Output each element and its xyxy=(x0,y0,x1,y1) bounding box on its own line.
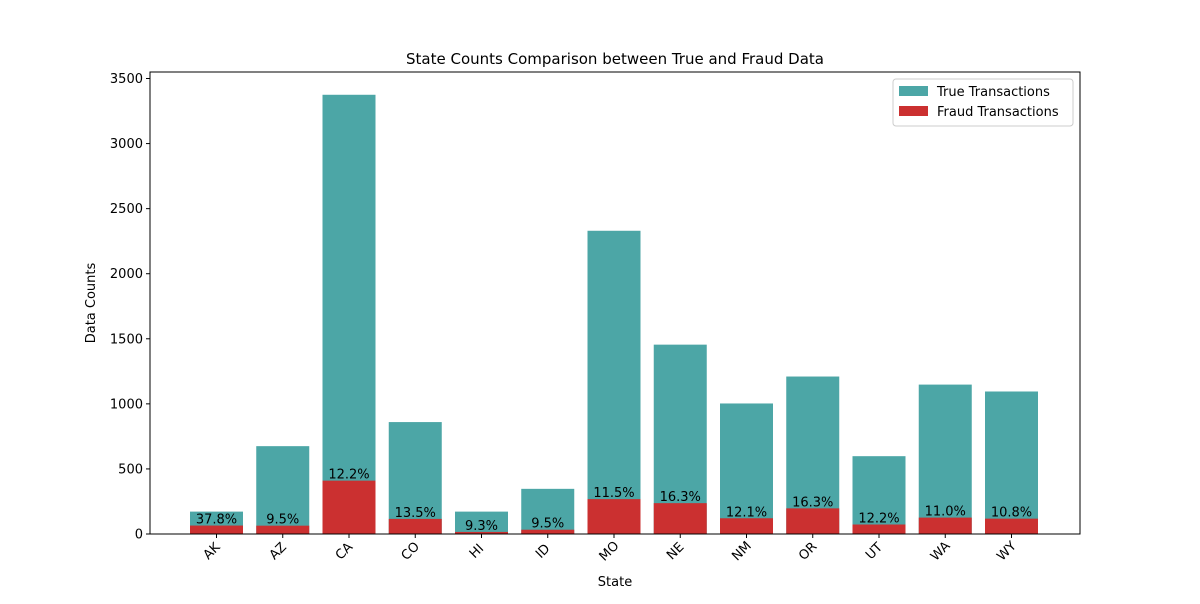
true-bar-az xyxy=(256,446,310,534)
fraud-bar-id xyxy=(521,529,575,534)
true-bar-or xyxy=(786,376,840,534)
fraud-percent-label-wa: 11.0% xyxy=(925,505,966,520)
y-tick-label-0: 0 xyxy=(135,528,143,543)
fraud-percent-label-id: 9.5% xyxy=(531,517,564,532)
true-bar-ne xyxy=(653,344,707,534)
fraud-bar-ut xyxy=(852,524,906,534)
plot-frame xyxy=(149,71,1081,535)
chart-title: State Counts Comparison between True and… xyxy=(406,50,824,68)
bar-labels-group: 37.8% 9.5% 12.2% 13.5% 9.3% 9.5% 11.5% 16.3% 12.… xyxy=(196,468,1032,534)
fraud-percent-label-mo: 11.5% xyxy=(593,486,634,501)
y-tick-label-3000: 3000 xyxy=(110,137,143,152)
y-axis: 0 500 1000 1500 2000 2500 3000 3500 xyxy=(110,72,150,543)
fraud-bar-wy xyxy=(985,518,1038,534)
fraud-percent-label-nm: 12.1% xyxy=(726,505,767,520)
y-tick-label-2000: 2000 xyxy=(110,267,143,282)
fraud-bar-nm xyxy=(720,518,773,534)
y-tick-label-3500: 3500 xyxy=(110,72,143,87)
true-bar-mo xyxy=(587,230,641,534)
fraud-bar-az xyxy=(256,525,310,534)
legend-label-fraud: Fraud Transactions xyxy=(937,105,1059,120)
true-bar-co xyxy=(388,422,442,534)
true-bar-nm xyxy=(720,403,773,534)
fraud-percent-label-wy: 10.8% xyxy=(991,506,1032,521)
legend-swatch-fraud xyxy=(899,106,928,116)
legend-swatch-true xyxy=(899,86,928,96)
y-tick-label-1000: 1000 xyxy=(110,397,143,412)
fraud-bar-hi xyxy=(455,531,508,534)
true-bar-wy xyxy=(985,391,1038,534)
legend-label-true: True Transactions xyxy=(936,85,1050,100)
fraud-bar-ak xyxy=(190,525,243,534)
fraud-percent-label-ak: 37.8% xyxy=(196,513,237,528)
y-tick-label-2500: 2500 xyxy=(110,202,143,217)
legend: True Transactions Fraud Transactions xyxy=(892,78,1074,127)
legend-box xyxy=(892,78,1074,127)
fraud-bar-or xyxy=(786,508,840,534)
fraud-percent-label-az: 9.5% xyxy=(266,513,299,528)
true-bars-group xyxy=(190,94,1038,534)
x-axis-label: State xyxy=(598,575,632,590)
fraud-bar-ca xyxy=(322,480,376,534)
true-bar-wa xyxy=(918,384,972,534)
fraud-bar-wa xyxy=(918,517,972,534)
true-bar-hi xyxy=(455,511,508,534)
fraud-bar-co xyxy=(388,518,442,534)
fraud-percent-label-or: 16.3% xyxy=(792,495,833,510)
y-axis-label: Data Counts xyxy=(84,263,99,344)
fraud-percent-label-ca: 12.2% xyxy=(328,468,369,483)
fraud-percent-label-hi: 9.3% xyxy=(465,519,498,534)
y-tick-label-500: 500 xyxy=(118,462,143,477)
true-bar-id xyxy=(521,488,575,534)
fraud-percent-label-ut: 12.2% xyxy=(858,511,899,526)
true-bar-ca xyxy=(322,94,376,534)
fraud-bar-ne xyxy=(653,503,707,534)
fraud-percent-label-co: 13.5% xyxy=(395,506,436,521)
true-bar-ut xyxy=(852,456,906,534)
fraud-bar-mo xyxy=(587,499,641,534)
fraud-percent-label-ne: 16.3% xyxy=(660,490,701,505)
y-tick-label-1500: 1500 xyxy=(110,332,143,347)
fraud-bars-group xyxy=(190,480,1038,534)
